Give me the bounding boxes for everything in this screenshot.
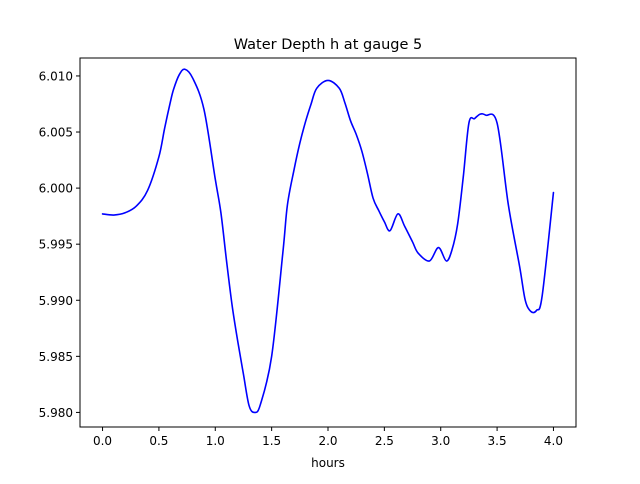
y-tick-label: 6.000 <box>39 182 73 196</box>
plot-frame <box>79 57 577 428</box>
y-tick-label: 5.995 <box>39 238 73 252</box>
x-tick-label: 1.5 <box>262 434 281 448</box>
x-tick-label: 4.0 <box>544 434 563 448</box>
y-tick-label: 5.980 <box>39 406 73 420</box>
chart-title: Water Depth h at gauge 5 <box>234 37 422 53</box>
x-tick-label: 3.5 <box>488 434 507 448</box>
x-axis-ticks: 0.0 0.5 1.0 1.5 2.0 2.5 3.0 3.5 4.0 <box>93 427 563 448</box>
x-tick-label: 3.0 <box>431 434 450 448</box>
y-tick-label: 6.010 <box>39 69 73 83</box>
y-tick-label: 5.985 <box>39 350 73 364</box>
x-tick-label: 1.0 <box>206 434 225 448</box>
y-tick-label: 5.990 <box>39 294 73 308</box>
x-tick-label: 0.5 <box>149 434 168 448</box>
x-tick-label: 0.0 <box>93 434 112 448</box>
x-tick-label: 2.0 <box>318 434 337 448</box>
x-axis-label: hours <box>311 456 345 470</box>
y-tick-label: 6.005 <box>39 126 73 140</box>
y-axis-ticks: 5.980 5.985 5.990 5.995 6.000 6.005 6.010 <box>39 69 80 420</box>
series-line <box>101 68 555 414</box>
x-tick-label: 2.5 <box>375 434 394 448</box>
